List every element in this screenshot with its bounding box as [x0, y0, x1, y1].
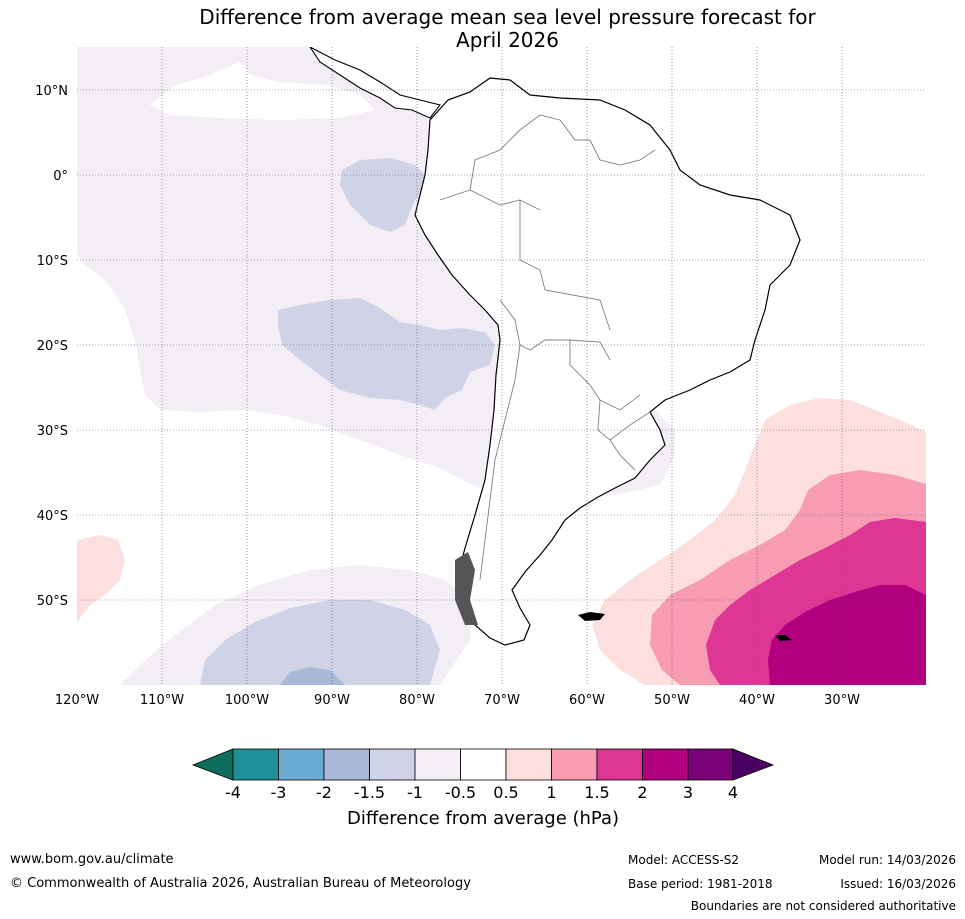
colorbar-label: -4: [225, 783, 241, 802]
map-area: [77, 47, 926, 685]
colorbar-bin: [596, 748, 643, 781]
footer-model: Model: ACCESS-S2: [628, 853, 740, 867]
colorbar-label: 4: [728, 783, 738, 802]
colorbar-bin: [323, 748, 370, 781]
lon-label: 80°W: [399, 693, 435, 708]
lon-label: 40°W: [739, 693, 775, 708]
colorbar-label: -0.5: [445, 783, 476, 802]
colorbar-extend-high: [732, 748, 775, 781]
colorbar-bin: [642, 748, 689, 781]
central-america-land: [309, 47, 441, 119]
lat-label: 20°S: [37, 339, 68, 354]
lat-label: 40°S: [37, 509, 68, 524]
footer-base-period: Base period: 1981-2018: [628, 877, 773, 891]
anomaly-region-negative-south-core: [280, 667, 345, 685]
lon-label: 30°W: [824, 693, 860, 708]
footer-model-run: Model run: 14/03/2026: [818, 853, 956, 867]
south-georgia: [775, 635, 792, 641]
lon-label: 50°W: [654, 693, 690, 708]
footer-disclaimer: Boundaries are not considered authoritat…: [690, 899, 956, 913]
anomaly-region-positive-west: [77, 535, 125, 622]
colorbar-label: 2: [637, 783, 647, 802]
colorbar-bin: [414, 748, 461, 781]
footer-copyright: © Commonwealth of Australia 2026, Austra…: [10, 876, 471, 891]
colorbar-bin: [551, 748, 598, 781]
lon-label: 90°W: [314, 693, 350, 708]
colorbar-bin: [505, 748, 552, 781]
anomaly-region-positive-2: [768, 585, 926, 685]
lat-label: 50°S: [37, 594, 68, 609]
colorbar-label: -2: [316, 783, 332, 802]
colorbar-bin: [232, 748, 279, 781]
latitude-labels: 10°N 0° 10°S 20°S 30°S 40°S 50°S: [35, 84, 68, 609]
graticule: [77, 47, 926, 685]
colorbar-label: 1: [546, 783, 556, 802]
title-line-2: April 2026: [456, 28, 559, 52]
colorbar-label: -1: [407, 783, 423, 802]
footer-issued: Issued: 16/03/2026: [840, 877, 956, 891]
lon-label: 60°W: [569, 693, 605, 708]
footer-url[interactable]: www.bom.gov.au/climate: [10, 852, 174, 867]
lat-label: 30°S: [37, 424, 68, 439]
colorbar-bin: [460, 748, 507, 781]
lon-label: 100°W: [225, 693, 269, 708]
colorbar-bin: [687, 748, 734, 781]
lon-label: 70°W: [484, 693, 520, 708]
title-line-1: Difference from average mean sea level p…: [199, 5, 816, 29]
colorbar-label: 3: [683, 783, 693, 802]
colorbar-label: 0.5: [493, 783, 518, 802]
colorbar-title: Difference from average (hPa): [346, 808, 620, 829]
colorbar-bin: [369, 748, 416, 781]
colorbar-extend-low: [191, 748, 234, 781]
lon-label: 110°W: [140, 693, 184, 708]
anomaly-region-negative-south: [200, 600, 440, 685]
lat-label: 10°N: [35, 84, 68, 99]
country-borders: [439, 114, 656, 581]
colorbar: [191, 748, 775, 781]
anomaly-region-negative-equator: [340, 158, 430, 232]
colorbar-labels: -4 -3 -2 -1.5 -1 -0.5 0.5 1 1.5 2 3 4: [225, 783, 738, 802]
colorbar-bin: [278, 748, 325, 781]
map-title: Difference from average mean sea level p…: [80, 6, 935, 52]
colorbar-label: -1.5: [354, 783, 385, 802]
chile-fjords: [455, 552, 478, 625]
longitude-labels: 120°W 110°W 100°W 90°W 80°W 70°W 60°W 50…: [55, 693, 860, 708]
lat-label: 0°: [53, 169, 68, 184]
falkland-islands: [578, 612, 605, 621]
colorbar-label: -3: [271, 783, 287, 802]
south-america-land: [414, 77, 801, 646]
colorbar-label: 1.5: [584, 783, 609, 802]
lon-label: 120°W: [55, 693, 99, 708]
anomaly-region-neutral-north: [150, 62, 375, 120]
lat-label: 10°S: [37, 254, 68, 269]
